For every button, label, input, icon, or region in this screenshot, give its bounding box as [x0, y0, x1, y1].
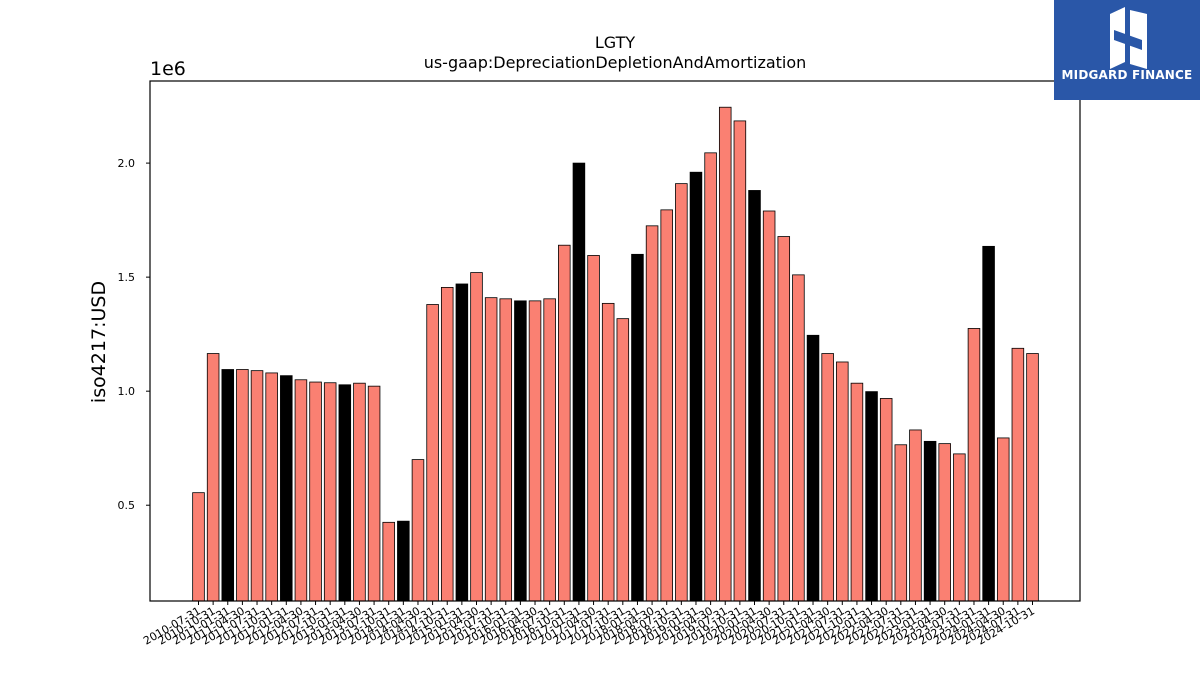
bar-2014-04-30 [411, 459, 425, 602]
bar-2018-07-31 [660, 209, 673, 602]
plot-frame [149, 80, 1081, 602]
bar-2022-04-30 [879, 398, 893, 602]
bar-2014-10-31 [440, 286, 454, 602]
chart-title: LGTY [595, 33, 636, 52]
bar-2022-07-31 [894, 444, 908, 602]
y-axis-ticks: 0.5 1.0 1.5 2.0 [118, 157, 150, 512]
bar-2011-04-30 [236, 369, 249, 602]
x-axis-ticks: 2010-07-312010-10-312011-01-312011-04-30… [141, 601, 1037, 648]
bar-2013-01-31 [338, 384, 352, 602]
bar-2024-07-31 [1011, 347, 1025, 602]
bar-2024-01-31 [982, 245, 995, 602]
bar-series [192, 106, 1039, 602]
brand-name: MIDGARD FINANCE [1061, 68, 1193, 82]
bar-2021-07-31 [836, 361, 849, 602]
bar-2016-04-30 [528, 300, 542, 602]
y-scale-multiplier: 1e6 [150, 58, 186, 80]
bar-2019-10-31 [733, 120, 747, 602]
bar-2014-01-31 [397, 520, 410, 602]
bar-2014-07-31 [426, 304, 439, 602]
chart-subtitle: us-gaap:DepreciationDepletionAndAmortiza… [424, 53, 807, 72]
bar-2017-01-31 [572, 162, 586, 602]
bar-2024-04-30 [996, 437, 1010, 602]
bar-2018-04-30 [645, 225, 659, 602]
bar-2010-07-31 [192, 492, 205, 602]
bar-2011-10-31 [265, 372, 278, 602]
y-tick-label: 1.0 [118, 385, 136, 398]
bar-2016-10-31 [558, 244, 571, 602]
bar-2024-10-31 [1026, 353, 1039, 602]
bar-2022-01-31 [865, 391, 878, 602]
bar-2017-07-31 [601, 302, 615, 602]
bar-2010-10-31 [206, 353, 220, 602]
bar-2021-01-31 [806, 334, 820, 602]
bar-2013-04-30 [353, 382, 366, 602]
bar-2017-04-30 [587, 255, 600, 602]
y-axis-label: iso4217:USD [88, 281, 110, 403]
bar-2023-10-31 [967, 328, 981, 602]
y-tick-label: 2.0 [118, 157, 136, 170]
bar-2020-10-31 [792, 274, 805, 602]
bar-2015-07-31 [484, 297, 498, 602]
bar-2012-10-31 [323, 382, 337, 602]
bar-2020-07-31 [777, 236, 791, 602]
bar-2021-10-31 [850, 382, 864, 602]
midgard-logo-mark-icon [1110, 7, 1147, 69]
bar-2019-04-30 [704, 152, 717, 602]
y-tick-label: 1.5 [118, 271, 136, 284]
bar-2012-04-30 [294, 379, 308, 602]
y-tick-label: 0.5 [118, 499, 136, 512]
bar-2015-01-31 [455, 283, 469, 602]
bar-2015-04-30 [470, 272, 483, 602]
bar-2022-10-31 [909, 429, 922, 602]
bar-2016-01-31 [514, 300, 527, 602]
bar-2013-07-31 [367, 385, 381, 602]
bar-2020-01-31 [748, 190, 761, 602]
bar-2019-07-31 [718, 106, 732, 602]
bar-2011-01-31 [221, 369, 235, 602]
brand-logo: MIDGARD FINANCE [1054, 0, 1200, 100]
bar-2019-01-31 [689, 171, 703, 602]
bar-2020-04-30 [762, 210, 776, 602]
bar-2015-10-31 [499, 298, 513, 602]
bar-2018-01-31 [631, 253, 644, 602]
bar-2023-07-31 [953, 453, 966, 602]
bar-2012-07-31 [309, 381, 322, 602]
bar-2011-07-31 [250, 370, 264, 602]
bar-2013-10-31 [382, 521, 395, 602]
bar-2023-01-31 [923, 440, 937, 602]
bar-2018-10-31 [675, 183, 688, 602]
bar-2016-07-31 [543, 298, 556, 602]
bar-2021-04-30 [821, 353, 834, 602]
bar-2017-10-31 [616, 318, 630, 602]
bar-2023-04-30 [938, 443, 951, 602]
bar-2012-01-31 [280, 375, 293, 602]
